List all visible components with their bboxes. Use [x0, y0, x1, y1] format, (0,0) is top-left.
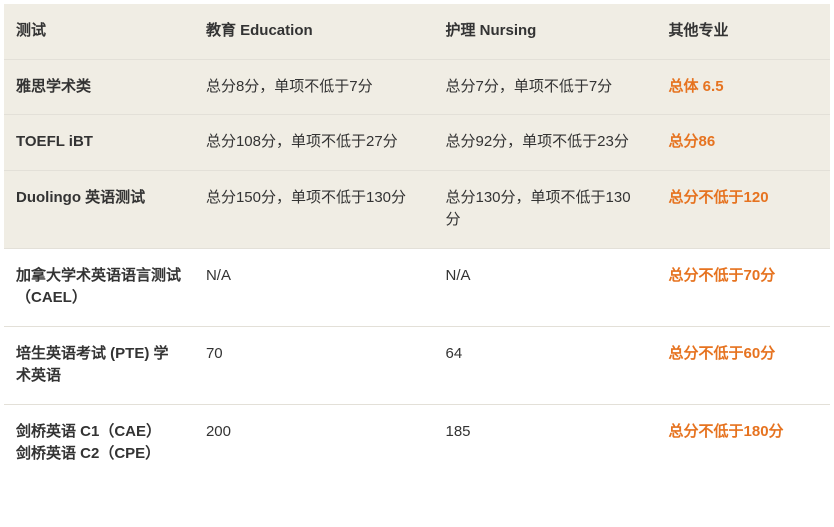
- cell-nursing: 总分92分，单项不低于23分: [434, 115, 657, 171]
- cell-nursing: 185: [434, 404, 657, 482]
- cell-test: 加拿大学术英语语言测试（CAEL）: [4, 248, 194, 326]
- header-other: 其他专业: [657, 4, 830, 59]
- cell-other: 总分86: [657, 115, 830, 171]
- table-row: 剑桥英语 C1（CAE） 剑桥英语 C2（CPE）200185总分不低于180分: [4, 404, 830, 482]
- cell-education: 200: [194, 404, 434, 482]
- requirements-table-container: 测试 教育 Education 护理 Nursing 其他专业 雅思学术类总分8…: [4, 4, 830, 482]
- header-education: 教育 Education: [194, 4, 434, 59]
- cell-other: 总分不低于60分: [657, 326, 830, 404]
- cell-test: TOEFL iBT: [4, 115, 194, 171]
- cell-education: 总分150分，单项不低于130分: [194, 170, 434, 248]
- table-header: 测试 教育 Education 护理 Nursing 其他专业: [4, 4, 830, 59]
- requirements-table: 测试 教育 Education 护理 Nursing 其他专业 雅思学术类总分8…: [4, 4, 830, 482]
- cell-education: 70: [194, 326, 434, 404]
- cell-education: N/A: [194, 248, 434, 326]
- header-test: 测试: [4, 4, 194, 59]
- table-row: Duolingo 英语测试总分150分，单项不低于130分总分130分，单项不低…: [4, 170, 830, 248]
- header-row: 测试 教育 Education 护理 Nursing 其他专业: [4, 4, 830, 59]
- cell-test: 雅思学术类: [4, 59, 194, 115]
- table-row: 培生英语考试 (PTE) 学术英语7064总分不低于60分: [4, 326, 830, 404]
- cell-test: 培生英语考试 (PTE) 学术英语: [4, 326, 194, 404]
- cell-education: 总分108分，单项不低于27分: [194, 115, 434, 171]
- cell-test: 剑桥英语 C1（CAE） 剑桥英语 C2（CPE）: [4, 404, 194, 482]
- cell-nursing: N/A: [434, 248, 657, 326]
- table-body: 雅思学术类总分8分，单项不低于7分总分7分，单项不低于7分总体 6.5TOEFL…: [4, 59, 830, 482]
- cell-other: 总分不低于180分: [657, 404, 830, 482]
- cell-other: 总体 6.5: [657, 59, 830, 115]
- cell-test: Duolingo 英语测试: [4, 170, 194, 248]
- cell-nursing: 总分130分，单项不低于130分: [434, 170, 657, 248]
- cell-education: 总分8分，单项不低于7分: [194, 59, 434, 115]
- cell-nursing: 总分7分，单项不低于7分: [434, 59, 657, 115]
- header-nursing: 护理 Nursing: [434, 4, 657, 59]
- table-row: 雅思学术类总分8分，单项不低于7分总分7分，单项不低于7分总体 6.5: [4, 59, 830, 115]
- cell-nursing: 64: [434, 326, 657, 404]
- cell-other: 总分不低于120: [657, 170, 830, 248]
- table-row: TOEFL iBT总分108分，单项不低于27分总分92分，单项不低于23分总分…: [4, 115, 830, 171]
- cell-other: 总分不低于70分: [657, 248, 830, 326]
- table-row: 加拿大学术英语语言测试（CAEL）N/AN/A总分不低于70分: [4, 248, 830, 326]
